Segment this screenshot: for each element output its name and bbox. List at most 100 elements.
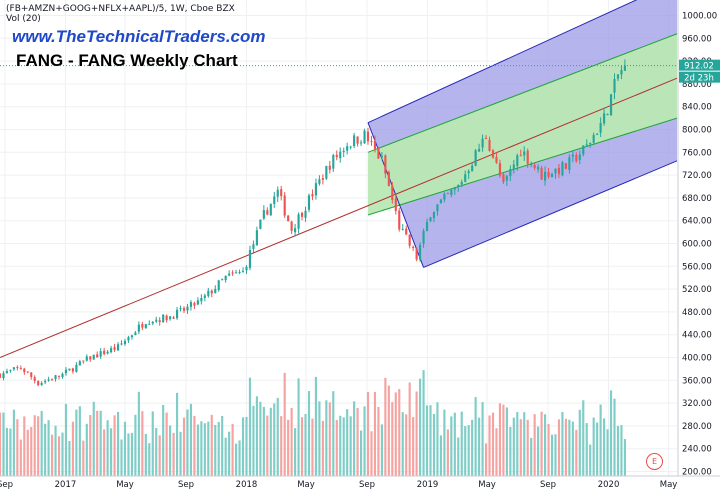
candle-body [182,308,186,311]
candle-body [498,163,502,176]
candle-body [429,217,432,221]
volume-bar [603,418,606,476]
candle-body [609,94,613,116]
volume-bar [151,411,154,476]
volume-bar [384,377,387,476]
volume-bar [412,417,415,476]
volume-bar [509,426,512,476]
volume-bar [457,437,460,476]
candle-body [356,136,359,144]
candle-body [175,309,179,319]
volume-bar [33,415,36,476]
y-tick-label: 480.00 [682,308,712,318]
candle-body [408,234,411,246]
volume-bar [373,391,377,476]
volume-bar [179,431,182,476]
volume-bar [231,423,234,476]
volume-bar [623,439,626,476]
volume-bar [116,411,120,476]
pitchfork-median-line [0,77,678,358]
volume-bar [290,408,293,476]
candle-body [575,154,578,162]
volume-bar [12,409,15,476]
candle-body [349,146,352,148]
candle-body [332,155,335,169]
volume-bar [464,426,467,476]
volume-bar [196,424,199,476]
volume-bar [9,428,12,476]
y-tick-label: 440.00 [682,331,712,341]
volume-bar [273,403,276,476]
volume-bar [207,421,210,476]
volume-bar [26,429,29,476]
candle-body [196,300,199,305]
volume-bar [356,407,359,476]
volume-bar [280,416,283,476]
volume-bar [57,436,61,476]
earnings-event-icon[interactable]: E [646,453,663,470]
candle-body [450,189,453,195]
volume-bar [99,410,102,476]
volume-bar [616,425,620,476]
volume-bar [241,417,245,476]
volume-bar [366,392,370,476]
candle-body [505,176,508,181]
candle-body [384,155,387,174]
candle-body [620,70,623,75]
candle-body [495,156,498,163]
candle-body [287,215,290,222]
candle-body [26,371,29,373]
volume-bar [439,435,442,476]
volume-bar [620,425,623,476]
candle-body [259,219,262,229]
volume-bar [346,409,349,476]
volume-bar [228,431,231,476]
last-price-label: 912.02 [684,62,714,72]
candle-body [210,290,213,294]
candle-body [82,360,85,362]
y-tick-label: 960.00 [682,34,712,44]
pitchfork-upper-line [367,0,638,124]
candle-body [294,228,297,233]
pitchfork-channel [0,0,678,358]
candle-body [144,324,147,329]
candle-body [269,203,272,216]
candle-body [235,272,238,274]
volume-bar [169,425,172,476]
candle-body [33,377,36,381]
volume-bar [297,378,300,476]
candle-body [571,154,574,157]
candle-body [266,210,269,215]
candle-body [606,114,609,116]
candle-body [273,196,276,204]
candle-body [585,144,588,146]
candle-body [203,295,206,298]
volume-bar [474,397,477,476]
y-tick-label: 560.00 [682,262,712,272]
y-tick-label: 280.00 [682,422,712,432]
volume-bar [471,419,474,476]
volume-bar [110,428,113,476]
website-watermark: www.TheTechnicalTraders.com [12,27,266,46]
candle-body [380,156,383,158]
candle-body [537,166,540,170]
volume-bar [453,412,456,476]
volume-bar [481,402,484,476]
candle-body [262,210,265,219]
y-tick-label: 200.00 [682,468,712,478]
volume-bar [200,421,203,476]
volume-bar [141,411,144,476]
volume-bar [537,426,540,476]
candle-body [530,163,533,166]
volume-bar [162,405,165,476]
candle-body [405,228,408,235]
volume-bar [103,429,106,476]
candle-body [290,221,293,231]
y-tick-label: 240.00 [682,445,712,455]
candle-body [328,165,331,170]
volume-bar [526,419,529,476]
volume-bar [564,418,567,476]
candle-body [47,379,50,381]
volume-bar [484,443,488,476]
